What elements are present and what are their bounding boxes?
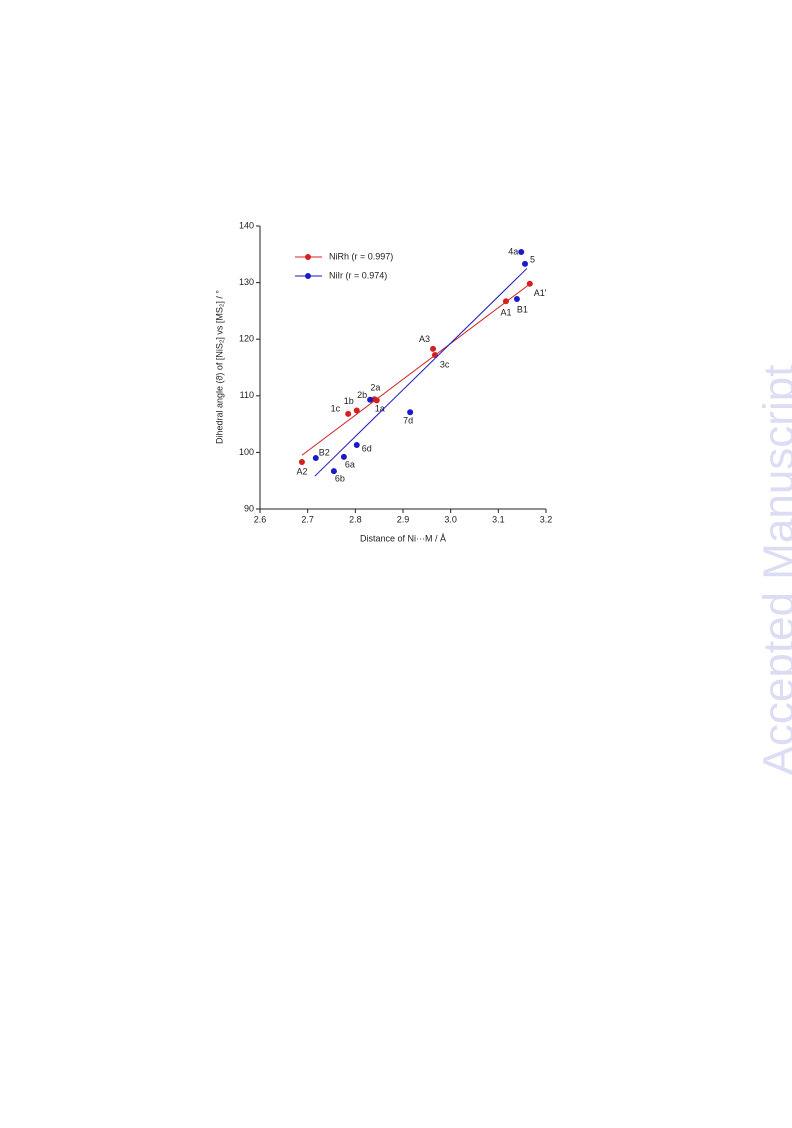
y-tick-label: 110 — [240, 390, 254, 400]
x-tick-label: 3.0 — [444, 514, 457, 524]
x-tick-label: 2.7 — [301, 514, 314, 524]
x-tick-label: 2.9 — [397, 514, 410, 524]
y-tick-label: 130 — [239, 277, 254, 287]
point-label: 2a — [370, 383, 380, 393]
point-label: 6a — [345, 459, 355, 469]
point-label: B1 — [517, 304, 528, 314]
point — [522, 260, 529, 267]
point — [367, 396, 374, 403]
legend-label: NiRh (r = 0.997) — [329, 251, 393, 261]
fit-line — [314, 268, 528, 477]
point-label: 6b — [335, 473, 345, 483]
point — [526, 280, 533, 287]
y-axis-label: Dihedral angle (ϑ) of [NiS₂] vs [MS₂] / … — [214, 290, 224, 444]
x-axis-label: Distance of Ni···M / Å — [360, 533, 446, 543]
point-label: 1b — [344, 396, 354, 406]
point-label: 5 — [530, 254, 535, 264]
y-tick-label: 120 — [239, 334, 254, 344]
legend-marker — [305, 273, 311, 279]
point — [373, 397, 380, 404]
point — [407, 409, 414, 416]
point-label: A1 — [500, 308, 511, 318]
point-label: A1' — [534, 288, 547, 298]
point-label: 1a — [375, 404, 385, 414]
fit-line — [301, 282, 533, 456]
point — [518, 249, 525, 256]
y-tick-label: 100 — [239, 447, 254, 457]
point — [502, 298, 509, 305]
point — [345, 410, 352, 417]
point-label: B2 — [319, 447, 330, 457]
point — [353, 407, 360, 414]
x-tick-label: 3.1 — [492, 514, 505, 524]
y-tick-label: 140 — [239, 220, 254, 230]
point-label: A3 — [419, 334, 430, 344]
x-tick-label: 2.6 — [254, 514, 267, 524]
x-tick-label: 2.8 — [349, 514, 362, 524]
point-label: 1c — [331, 403, 341, 413]
x-tick-label: 3.2 — [540, 514, 553, 524]
point — [353, 442, 360, 449]
watermark: Accepted Manuscript — [755, 365, 792, 776]
point-label: 3c — [440, 359, 450, 369]
point — [298, 459, 305, 466]
point-label: 2b — [357, 390, 367, 400]
point — [312, 455, 319, 462]
y-tick-label: 90 — [244, 503, 254, 513]
chart: Distance of Ni···M / Å Dihedral angle (ϑ… — [214, 220, 552, 543]
point — [340, 453, 347, 460]
point-label: 7d — [403, 416, 413, 426]
point-label: 4a — [508, 246, 518, 256]
point-label: 6d — [362, 443, 372, 453]
point — [330, 468, 337, 475]
point — [513, 296, 520, 303]
point — [430, 345, 437, 352]
legend-label: NiIr (r = 0.974) — [329, 270, 387, 280]
legend-marker — [305, 254, 311, 260]
point-label: A2 — [296, 466, 307, 476]
